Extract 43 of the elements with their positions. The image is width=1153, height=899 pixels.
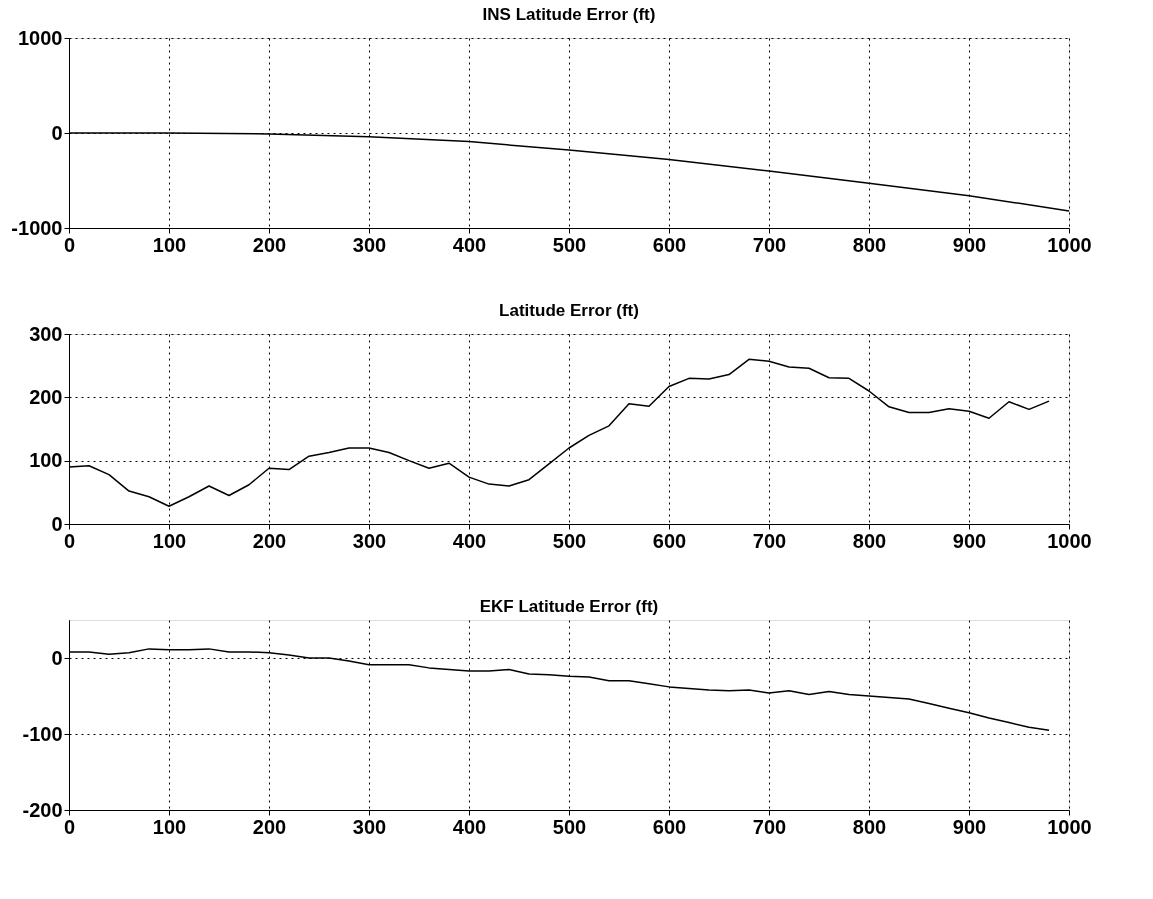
x-tick-label: 900 xyxy=(952,233,987,256)
x-tick-label: 100 xyxy=(152,233,187,256)
x-tick-label: 800 xyxy=(852,815,887,838)
x-tick-label: 700 xyxy=(752,233,787,256)
x-tick-label: 700 xyxy=(752,529,787,552)
x-tick-label: 1000 xyxy=(1047,233,1092,256)
x-tick-label: 400 xyxy=(452,815,487,838)
x-tick-label: 300 xyxy=(352,233,387,256)
y-tick-label: 0 xyxy=(51,121,63,144)
x-tick-label: 1000 xyxy=(1047,815,1092,838)
x-tick-label: 600 xyxy=(652,529,687,552)
x-tick-label: 300 xyxy=(352,815,387,838)
x-tick-label: 200 xyxy=(252,233,287,256)
x-tick-label: 500 xyxy=(552,815,587,838)
y-tick-label: 200 xyxy=(29,385,63,408)
x-tick-label: 700 xyxy=(752,815,787,838)
x-tick-label: 100 xyxy=(152,815,187,838)
chart-title: INS Latitude Error (ft) xyxy=(482,5,656,24)
x-tick-label: 600 xyxy=(652,233,687,256)
x-tick-label: 400 xyxy=(452,233,487,256)
x-tick-label: 300 xyxy=(352,529,387,552)
x-tick-label: 800 xyxy=(852,233,887,256)
x-tick-label: 900 xyxy=(952,529,987,552)
chart-title: Latitude Error (ft) xyxy=(499,301,639,320)
x-tick-label: 200 xyxy=(252,815,287,838)
x-tick-label: 1000 xyxy=(1047,529,1092,552)
y-tick-label: 0 xyxy=(51,512,63,535)
x-tick-label: 500 xyxy=(552,233,587,256)
x-tick-label: 100 xyxy=(152,529,187,552)
x-tick-label: 200 xyxy=(252,529,287,552)
y-tick-label: -1000 xyxy=(11,216,63,239)
chart-title: EKF Latitude Error (ft) xyxy=(479,597,659,616)
x-tick-label: 600 xyxy=(652,815,687,838)
y-tick-label: -200 xyxy=(22,798,63,821)
y-tick-label: -100 xyxy=(22,722,63,745)
x-tick-label: 900 xyxy=(952,815,987,838)
y-tick-label: 0 xyxy=(51,646,63,669)
x-tick-label: 500 xyxy=(552,529,587,552)
y-tick-label: 300 xyxy=(29,322,63,345)
x-tick-label: 800 xyxy=(852,529,887,552)
x-tick-label: 400 xyxy=(452,529,487,552)
y-tick-label: 1000 xyxy=(18,26,63,49)
y-tick-label: 100 xyxy=(29,449,63,472)
